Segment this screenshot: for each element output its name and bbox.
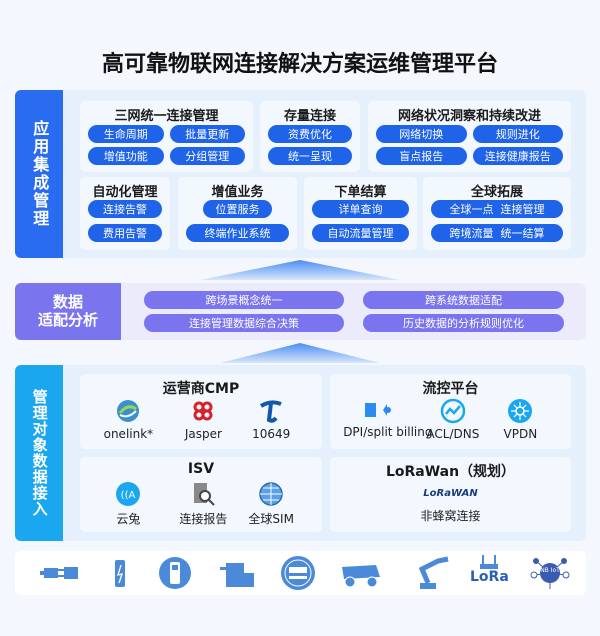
item-label: 非蜂窝连接 [420,509,481,523]
app-card: 全球拓展 全球一点 连接管理 跨境流量 统一结算 [423,177,571,250]
data-item: 跨场景概念统一 [144,291,344,309]
app-feature-pill: 连接健康报告 [472,147,563,165]
app-card: 网络状况洞察和持续改进 网络切换 规则进化 盲点报告 连接健康报告 [368,101,571,172]
chart-line-item: ACL/DNS [418,398,488,441]
signal-icon: ((A [93,481,163,507]
app-feature-pill: 资费优化 [268,125,352,143]
app-feature-pill: 规则进化 [472,125,563,143]
item-label: 连接报告 [179,512,228,526]
data-layer-label: 数据 适配分析 [15,283,121,340]
globe-icon [236,481,306,507]
billing-icon [343,398,413,422]
item-label: VPDN [503,427,538,441]
china-telecom-logo [236,398,306,424]
arrow-up-1 [200,260,400,280]
china-unicom-item: Jasper [168,398,238,441]
app-feature-pill: 生命周期 [88,125,164,143]
lora-text: LoRa [470,569,509,585]
app-feature-pill: 分组管理 [169,147,245,165]
smart-meter-icon [280,555,316,591]
nb-iot-icon: NB IoT [528,555,572,591]
item-label: ACL/DNS [426,427,480,441]
item-label: 全球SIM [248,512,294,526]
lorawan-logo-text: LoRaWAN [423,488,478,499]
mining-truck-icon [340,555,384,591]
app-card: 下单结算 详单查询自动流量管理 [304,177,417,250]
app-feature-pill: 全球一点 连接管理 [431,200,563,218]
china-mobile-item: onelink* [93,398,163,441]
access-card-title: LoRaWan（规划） [385,464,516,480]
app-feature-pill: 详单查询 [312,200,409,218]
arrow-up-2 [220,343,380,363]
access-card: 运营商CMP onelink* Jasper 10649 [80,374,322,449]
china-telecom-item: 10649 [236,398,306,441]
access-layer-label: 管理对象数据接入 [15,365,63,541]
data-item: 连接管理数据综合决策 [144,314,344,332]
item-label: onelink* [103,427,154,441]
china-mobile-logo [93,398,163,424]
app-card: 增值业务 位置服务终端作业系统 [178,177,297,250]
item-label: 云兔 [116,512,141,526]
item-label: DPI/split billing [343,425,433,439]
app-feature-pill: 费用告警 [88,224,162,242]
app-card: 存量连接 资费优化统一呈现 [260,101,360,172]
app-feature-pill: 位置服务 [203,200,272,218]
app-feature-pill: 批量更新 [169,125,245,143]
app-card-title: 网络状况洞察和持续改进 [397,109,541,124]
app-feature-pill: 终端作业系统 [186,224,289,242]
data-item: 跨系统数据适配 [363,291,564,309]
access-card: LoRaWan（规划） LoRaWAN 非蜂窝连接 [330,457,571,532]
item-label: Jasper [184,427,222,441]
app-feature-pill: 盲点报告 [376,147,467,165]
page-title: 高可靠物联网连接解决方案运维管理平台 [101,52,498,77]
app-card-title: 存量连接 [283,109,336,124]
app-card-title: 增值业务 [211,185,264,200]
lora-router-icon: LoRa [470,555,509,591]
data-layer-label-line2: 适配分析 [37,310,98,329]
lorawan-logo: LoRaWAN [416,481,486,507]
chart-line-icon [418,398,488,424]
access-card: 流控平台 DPI/split billing ACL/DNS VPDN [330,374,571,449]
app-card-title: 下单结算 [334,185,387,200]
plug-icon [40,555,84,591]
app-feature-pill: 网络切换 [376,125,467,143]
app-feature-pill: 增值功能 [88,147,164,165]
network-hub-item: VPDN [485,398,555,441]
app-layer-label: 应用集成管理 [15,90,63,258]
app-card: 自动化管理 连接告警费用告警 [80,177,170,250]
app-feature-pill: 统一呈现 [268,147,352,165]
access-card-title: 流控平台 [422,381,479,397]
globe-item: 全球SIM [236,481,306,527]
data-layer-label-line1: 数据 [52,293,83,312]
app-feature-pill: 跨境流量 统一结算 [431,224,563,242]
robot-arm-icon [408,555,452,591]
printer-icon [218,555,258,591]
app-feature-pill: 自动流量管理 [312,224,409,242]
item-label: 10649 [252,427,291,441]
svg-text:((A: ((A [121,490,136,501]
lorawan-item: LoRaWAN 非蜂窝连接 [416,481,486,524]
access-card: ISV ((A 云兔 连接报告 全球SIM [80,457,322,532]
report-search-icon [168,481,238,507]
app-feature-pill: 连接告警 [88,200,162,218]
access-card-title: ISV [187,461,215,477]
data-item: 历史数据的分析规则优化 [363,314,564,332]
nb-iot-text: NB IoT [540,567,560,574]
app-card-title: 自动化管理 [92,185,158,200]
access-card-title: 运营商CMP [162,381,240,397]
billing-item: DPI/split billing [343,398,433,439]
china-unicom-logo [168,398,238,424]
app-card: 三网统一连接管理 生命周期 批量更新 增值功能 分组管理 [80,101,253,172]
network-hub-icon [485,398,555,424]
report-search-item: 连接报告 [168,481,238,527]
battery-icon [110,555,130,591]
app-card-title: 三网统一连接管理 [114,109,219,124]
app-card-title: 全球拓展 [470,185,523,200]
meter-handheld-icon [158,555,192,591]
signal-item: ((A 云兔 [93,481,163,527]
